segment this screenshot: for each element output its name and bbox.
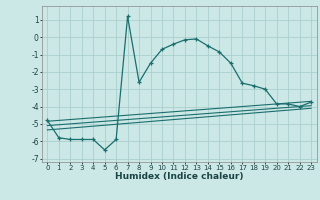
X-axis label: Humidex (Indice chaleur): Humidex (Indice chaleur) <box>115 172 244 181</box>
